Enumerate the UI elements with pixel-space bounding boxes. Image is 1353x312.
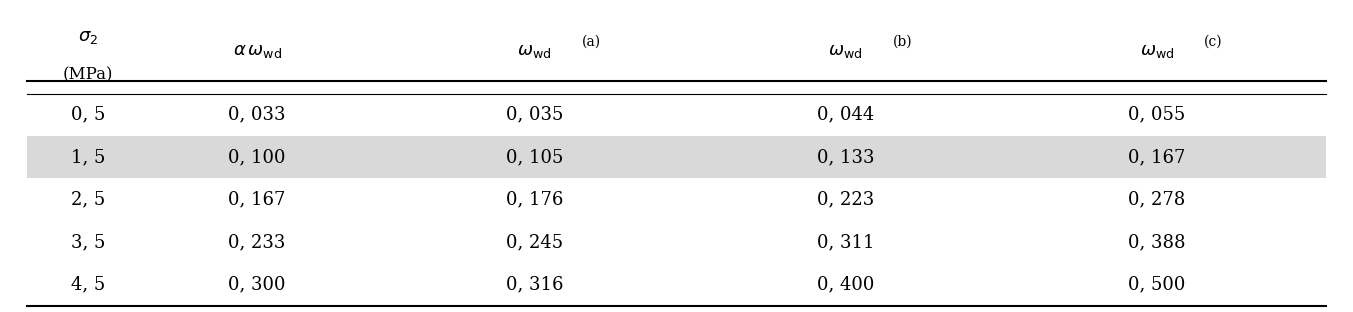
Text: 1, 5: 1, 5 [70,148,106,166]
Text: 0, 245: 0, 245 [506,233,563,251]
Text: 3, 5: 3, 5 [70,233,106,251]
Text: 0, 167: 0, 167 [229,191,285,209]
Text: 0, 044: 0, 044 [817,106,874,124]
Text: $\omega_{\mathrm{wd}}$: $\omega_{\mathrm{wd}}$ [828,42,863,61]
Text: 2, 5: 2, 5 [70,191,106,209]
Text: 0, 033: 0, 033 [229,106,285,124]
Text: 0, 035: 0, 035 [506,106,563,124]
Text: (b): (b) [893,35,912,49]
Text: 0, 105: 0, 105 [506,148,563,166]
Text: 0, 5: 0, 5 [70,106,106,124]
Text: 0, 176: 0, 176 [506,191,563,209]
Text: 0, 400: 0, 400 [817,275,874,294]
Text: $\alpha\,\omega_{\mathrm{wd}}$: $\alpha\,\omega_{\mathrm{wd}}$ [233,42,281,61]
Text: 0, 223: 0, 223 [817,191,874,209]
Text: 0, 100: 0, 100 [229,148,285,166]
Text: 0, 055: 0, 055 [1128,106,1185,124]
Text: $\sigma_2$: $\sigma_2$ [78,28,97,46]
Text: $\omega_{\mathrm{wd}}$: $\omega_{\mathrm{wd}}$ [1139,42,1174,61]
Text: $\omega_{\mathrm{wd}}$: $\omega_{\mathrm{wd}}$ [517,42,552,61]
Text: (a): (a) [582,35,601,49]
Text: 0, 167: 0, 167 [1128,148,1185,166]
Text: 0, 311: 0, 311 [817,233,874,251]
Text: 0, 133: 0, 133 [817,148,874,166]
Text: 0, 300: 0, 300 [229,275,285,294]
Text: 4, 5: 4, 5 [70,275,106,294]
Text: 0, 388: 0, 388 [1128,233,1185,251]
Bar [27,136,1326,178]
Text: (MPa): (MPa) [62,66,114,83]
Text: (c): (c) [1204,35,1223,49]
Text: 0, 500: 0, 500 [1128,275,1185,294]
Text: 0, 233: 0, 233 [229,233,285,251]
Text: 0, 278: 0, 278 [1128,191,1185,209]
Text: 0, 316: 0, 316 [506,275,563,294]
